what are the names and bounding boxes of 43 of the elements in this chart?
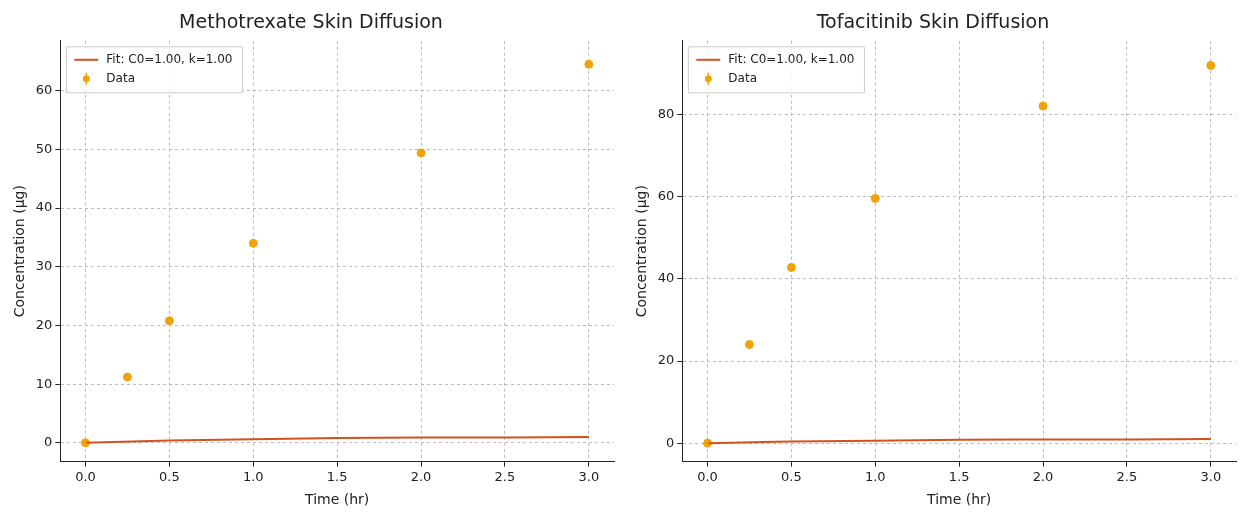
y-axis-title: Concentration (µg) bbox=[633, 185, 650, 318]
point bbox=[744, 340, 754, 350]
y-tick-label: 80 bbox=[657, 106, 675, 122]
legend-label: Data bbox=[106, 70, 135, 85]
x-tick-label: 2.5 bbox=[1116, 468, 1138, 484]
y-tick-label: 0 bbox=[666, 434, 675, 450]
x-tick-label: 1.5 bbox=[326, 468, 348, 484]
x-tick-label: 1.0 bbox=[242, 468, 264, 484]
point bbox=[248, 238, 258, 248]
x-tick-label: 1.0 bbox=[864, 468, 886, 484]
x-tick-label: 3.0 bbox=[1200, 468, 1222, 484]
y-tick-label: 60 bbox=[657, 188, 675, 204]
y-axis-title: Concentration (µg) bbox=[11, 185, 28, 318]
x-tick-label: 0.0 bbox=[75, 468, 96, 484]
legend-label: Fit: C0=1.00, k=1.00 bbox=[728, 51, 855, 66]
point bbox=[584, 59, 594, 69]
y-tick-label: 60 bbox=[35, 82, 53, 98]
y-tick-label: 10 bbox=[35, 375, 53, 391]
point bbox=[870, 193, 880, 203]
x-tick-label: 0.0 bbox=[697, 468, 718, 484]
x-axis-title: Time (hr) bbox=[926, 491, 992, 508]
x-tick-label: 0.5 bbox=[159, 468, 180, 484]
x-tick-label: 2.0 bbox=[1032, 468, 1054, 484]
legend-label: Data bbox=[728, 70, 757, 85]
point bbox=[786, 262, 796, 272]
point bbox=[122, 372, 132, 382]
y-tick-label: 40 bbox=[35, 199, 53, 215]
x-tick-label: 3.0 bbox=[578, 468, 600, 484]
y-tick-label: 0 bbox=[44, 434, 53, 450]
y-tick-label: 40 bbox=[657, 270, 675, 286]
chart-title: Methotrexate Skin Diffusion bbox=[179, 10, 443, 33]
y-tick-label: 20 bbox=[35, 316, 53, 332]
y-tick-label: 20 bbox=[657, 352, 675, 368]
y-tick-label: 30 bbox=[35, 258, 53, 274]
x-tick-label: 1.5 bbox=[948, 468, 970, 484]
x-axis-title: Time (hr) bbox=[304, 491, 370, 508]
point bbox=[164, 316, 174, 326]
x-tick-label: 0.5 bbox=[781, 468, 802, 484]
x-tick-label: 2.0 bbox=[410, 468, 432, 484]
chart-title: Tofacitinib Skin Diffusion bbox=[815, 10, 1050, 33]
x-tick-label: 2.5 bbox=[494, 468, 516, 484]
legend-label: Fit: C0=1.00, k=1.00 bbox=[106, 51, 233, 66]
y-tick-label: 50 bbox=[35, 140, 53, 156]
